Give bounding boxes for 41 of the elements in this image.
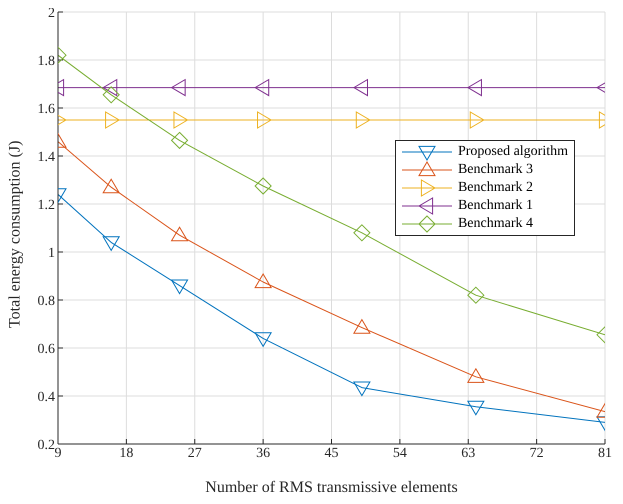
point xyxy=(254,274,272,288)
legend-label: Benchmark 3 xyxy=(458,161,533,179)
point xyxy=(105,112,120,128)
x-tick-label: 18 xyxy=(119,446,134,461)
legend-label: Proposed algorithm xyxy=(458,143,568,161)
x-tick-label: 45 xyxy=(324,446,338,461)
point xyxy=(254,332,272,347)
y-tick-label: 1.8 xyxy=(38,54,55,69)
point xyxy=(257,112,272,128)
y-tick-label: 0.2 xyxy=(38,438,55,453)
x-tick-label: 36 xyxy=(256,446,270,461)
legend-label: Benchmark 1 xyxy=(458,197,533,215)
y-tick-label: 0.8 xyxy=(38,294,55,309)
x-tick-label: 63 xyxy=(461,446,476,461)
x-tick-label: 54 xyxy=(392,446,407,461)
point xyxy=(254,178,272,194)
x-tick-label: 27 xyxy=(188,446,202,461)
point xyxy=(353,319,370,334)
y-tick-label: 2 xyxy=(48,6,55,21)
y-tick-label: 0.4 xyxy=(38,390,55,405)
point xyxy=(173,112,188,128)
point xyxy=(171,226,188,242)
y-tick-label: 1.4 xyxy=(38,150,55,165)
point xyxy=(254,79,270,96)
y-tick-label: 0.6 xyxy=(38,342,55,357)
y-tick-label: 1.6 xyxy=(38,102,55,117)
y-tick-label: 1.2 xyxy=(38,198,55,213)
point xyxy=(353,382,370,396)
x-tick-label: 72 xyxy=(530,446,544,461)
point xyxy=(171,280,188,294)
x-axis-title: Number of RMS transmissive elements xyxy=(205,479,458,496)
point xyxy=(353,224,370,242)
point xyxy=(353,79,368,96)
x-tick-label: 81 xyxy=(598,446,612,461)
y-tick-label: 1 xyxy=(48,246,55,261)
y-axis-title: Total energy consumption (J) xyxy=(6,140,24,328)
point xyxy=(171,132,188,149)
x-tick-label: 9 xyxy=(54,446,62,461)
legend-label: Benchmark 2 xyxy=(458,179,533,197)
point xyxy=(467,79,482,96)
legend-label: Benchmark 4 xyxy=(458,215,533,233)
